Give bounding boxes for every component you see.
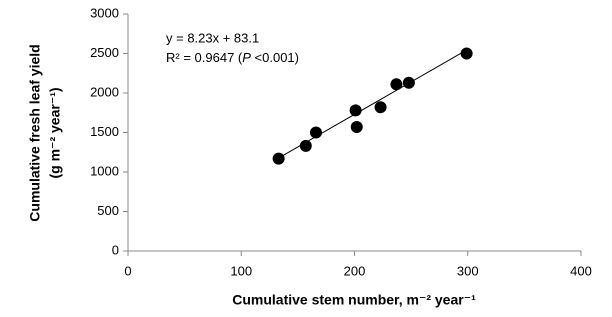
y-axis-label: (g m⁻² year⁻¹) xyxy=(47,87,63,178)
r-squared: R² = 0.9647 (P <0.001) xyxy=(166,50,299,65)
point xyxy=(402,76,415,89)
y-tick-label: 2500 xyxy=(90,45,119,60)
y-tick-label: 1000 xyxy=(90,163,119,178)
point xyxy=(460,47,473,60)
point xyxy=(374,101,387,114)
y-tick-label: 0 xyxy=(112,242,119,257)
r2-text: R² = 0.9647 ( xyxy=(166,50,243,65)
equation: y = 8.23x + 83.1 xyxy=(166,30,259,45)
x-tick-label: 0 xyxy=(124,263,131,278)
x-tick-label: 400 xyxy=(570,263,592,278)
point xyxy=(349,104,362,117)
y-axis-label: Cumulative fresh leaf yield xyxy=(27,44,43,221)
y-tick-label: 1500 xyxy=(90,124,119,139)
y-tick-label: 3000 xyxy=(90,5,119,20)
p-symbol: P xyxy=(242,50,251,65)
point xyxy=(272,152,285,165)
x-tick-label: 200 xyxy=(344,263,366,278)
x-tick-label: 300 xyxy=(457,263,479,278)
x-axis-label: Cumulative stem number, m⁻² year⁻¹ xyxy=(232,292,476,308)
r2-text: <0.001) xyxy=(251,50,299,65)
point xyxy=(299,139,312,152)
point xyxy=(309,126,322,139)
y-tick-label: 2000 xyxy=(90,84,119,99)
y-tick-label: 500 xyxy=(97,203,119,218)
x-tick-label: 100 xyxy=(230,263,252,278)
point xyxy=(350,120,363,133)
point xyxy=(390,78,403,91)
